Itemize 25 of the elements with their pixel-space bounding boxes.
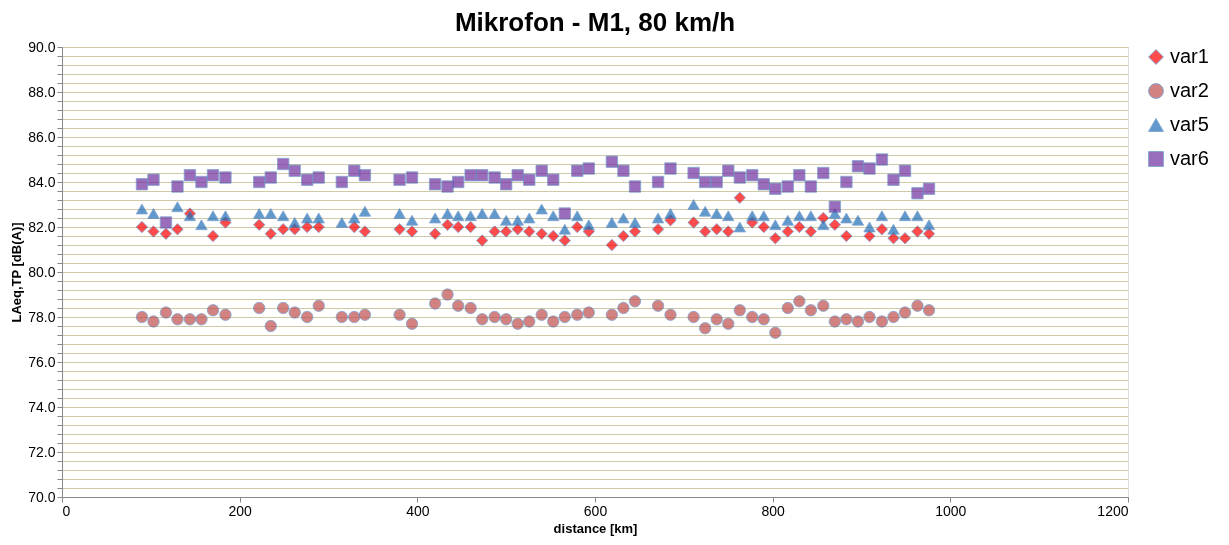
legend-label: var5 [1170, 113, 1209, 135]
chart-title: Mikrofon - M1, 80 km/h [454, 7, 736, 37]
x-tick-label: 200 [228, 502, 253, 519]
y-tick-label: 82.0 [28, 218, 56, 235]
y-tick-label: 74.0 [28, 398, 56, 415]
y-tick-label: 78.0 [28, 308, 56, 325]
x-tick-label: 0 [62, 502, 71, 519]
legend-label: var1 [1170, 45, 1209, 67]
y-tick-label: 72.0 [28, 443, 56, 460]
x-tick-label: 800 [761, 502, 786, 519]
y-tick-label: 70.0 [28, 488, 56, 505]
x-tick-label: 400 [406, 502, 430, 519]
y-axis-title: LAeq,TP [dB(A)] [9, 222, 25, 323]
y-tick-label: 84.0 [28, 173, 56, 190]
y-tick-label: 76.0 [28, 353, 56, 370]
x-tick-label: 1000 [935, 502, 967, 519]
x-tick-label: 1200 [1097, 502, 1129, 519]
y-tick-label: 86.0 [28, 128, 56, 145]
y-tick-label: 88.0 [28, 83, 56, 100]
legend-label: var6 [1170, 147, 1209, 169]
x-tick-label: 600 [583, 502, 608, 519]
x-axis-title: distance [km] [553, 520, 638, 536]
legend-label: var2 [1170, 79, 1209, 101]
y-tick-label: 80.0 [28, 263, 56, 280]
y-tick-label: 90.0 [28, 38, 56, 55]
